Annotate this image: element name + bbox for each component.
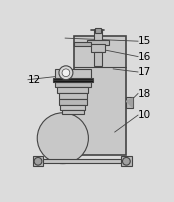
Text: 15: 15 xyxy=(138,36,151,46)
Text: 10: 10 xyxy=(138,110,151,120)
Bar xyxy=(74,42,92,46)
Circle shape xyxy=(34,157,42,165)
Circle shape xyxy=(59,66,73,80)
Bar xyxy=(126,97,133,108)
Text: 17: 17 xyxy=(138,67,151,77)
Bar xyxy=(91,44,105,52)
Bar xyxy=(59,99,87,105)
Bar xyxy=(53,78,93,82)
Circle shape xyxy=(37,113,88,164)
Bar xyxy=(59,93,87,99)
Bar xyxy=(94,52,102,66)
Bar xyxy=(36,159,129,163)
Bar xyxy=(61,105,85,110)
Polygon shape xyxy=(126,98,133,107)
Bar xyxy=(57,87,88,93)
Circle shape xyxy=(62,69,70,77)
Bar xyxy=(87,40,109,45)
Bar xyxy=(95,28,101,33)
Bar xyxy=(55,69,91,80)
Bar xyxy=(55,82,91,87)
Text: 18: 18 xyxy=(138,88,151,99)
Circle shape xyxy=(122,157,130,165)
Bar xyxy=(33,156,44,166)
Text: 12: 12 xyxy=(28,75,41,85)
Bar xyxy=(53,80,93,82)
Bar xyxy=(62,110,84,114)
Bar xyxy=(121,156,132,166)
Text: 16: 16 xyxy=(138,52,151,62)
Bar xyxy=(74,36,126,155)
Bar xyxy=(94,29,102,40)
